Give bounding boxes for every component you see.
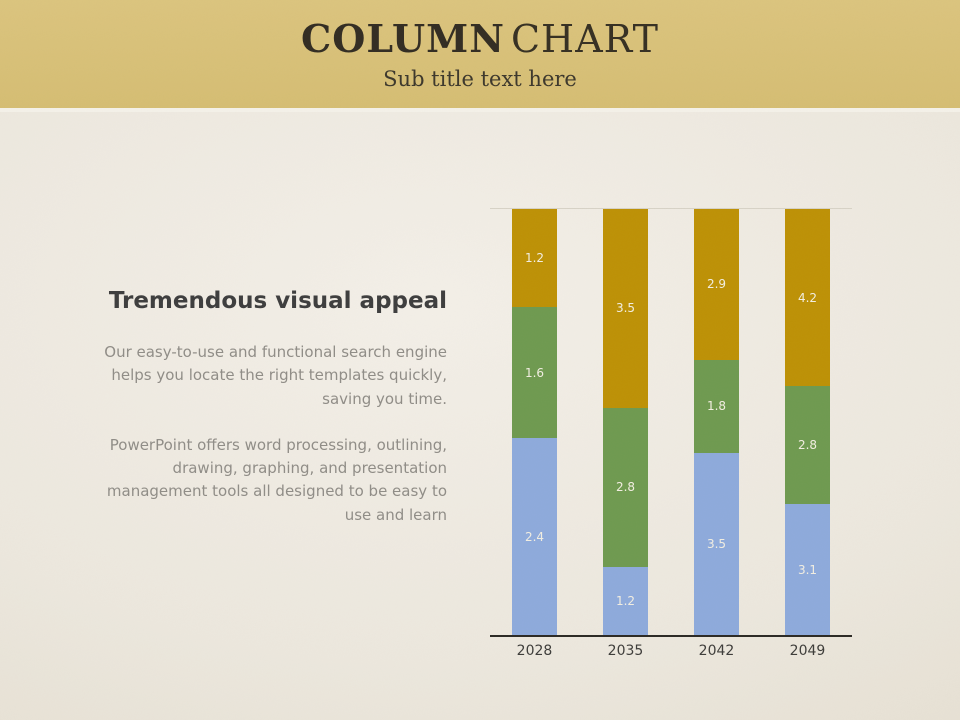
chart-category-labels: 2028 2035 2042 2049 (490, 643, 852, 659)
category-label-2042: 2042 (698, 643, 735, 659)
segment-blue-2042: 3.5 (694, 453, 739, 635)
slide-title-bold: COLUMN (301, 15, 505, 61)
segment-green-2049: 2.8 (785, 386, 830, 505)
category-label-2049: 2049 (789, 643, 826, 659)
segment-blue-2028: 2.4 (512, 438, 557, 635)
data-label-gold-2035: 3.5 (615, 301, 636, 316)
slide-title: COLUMN CHART (301, 16, 659, 61)
segment-green-2042: 1.8 (694, 359, 739, 454)
segment-blue-2049: 3.1 (785, 504, 830, 635)
chart-plot-area: 1.2 1.6 2.4 3.5 2.8 1.2 2.9 1.8 3.5 4.2 2.8 3.1 (490, 209, 852, 635)
segment-gold-2035: 3.5 (603, 209, 648, 408)
chart-x-axis-line (490, 635, 852, 637)
slide-header: COLUMN CHART Sub title text here (0, 0, 960, 112)
data-label-green-2028: 1.6 (524, 365, 545, 380)
data-label-blue-2035: 1.2 (615, 593, 636, 608)
category-label-2028: 2028 (516, 643, 553, 659)
segment-gold-2042: 2.9 (694, 209, 739, 360)
segment-green-2035: 2.8 (603, 407, 648, 567)
segment-gold-2049: 4.2 (785, 209, 830, 387)
content-paragraph-2: PowerPoint offers word processing, outli… (106, 435, 447, 524)
data-label-green-2042: 1.8 (706, 399, 727, 414)
text-block: Tremendous visual appeal Our easy-to-use… (85, 288, 447, 550)
category-label-2035: 2035 (607, 643, 644, 659)
column-2028: 1.2 1.6 2.4 (512, 209, 557, 635)
slide-title-light: CHART (510, 16, 659, 61)
data-label-gold-2042: 2.9 (706, 277, 727, 292)
data-label-gold-2049: 4.2 (797, 290, 818, 305)
stacked-column-chart: 1.2 1.6 2.4 3.5 2.8 1.2 2.9 1.8 3.5 4.2 2.8 3.1 202… (490, 208, 852, 660)
content-heading: Tremendous visual appeal (108, 288, 447, 314)
data-label-blue-2049: 3.1 (797, 562, 818, 577)
segment-gold-2028: 1.2 (512, 209, 557, 308)
data-label-blue-2028: 2.4 (524, 529, 545, 544)
column-2042: 2.9 1.8 3.5 (694, 209, 739, 635)
data-label-blue-2042: 3.5 (706, 537, 727, 552)
data-label-green-2049: 2.8 (797, 438, 818, 453)
segment-blue-2035: 1.2 (603, 566, 648, 635)
content-paragraph-1: Our easy-to-use and functional search en… (104, 343, 447, 408)
data-label-gold-2028: 1.2 (524, 251, 545, 266)
segment-green-2028: 1.6 (512, 307, 557, 439)
slide-subtitle: Sub title text here (383, 66, 577, 91)
column-2049: 4.2 2.8 3.1 (785, 209, 830, 635)
data-label-green-2035: 2.8 (615, 480, 636, 495)
column-2035: 3.5 2.8 1.2 (603, 209, 648, 635)
